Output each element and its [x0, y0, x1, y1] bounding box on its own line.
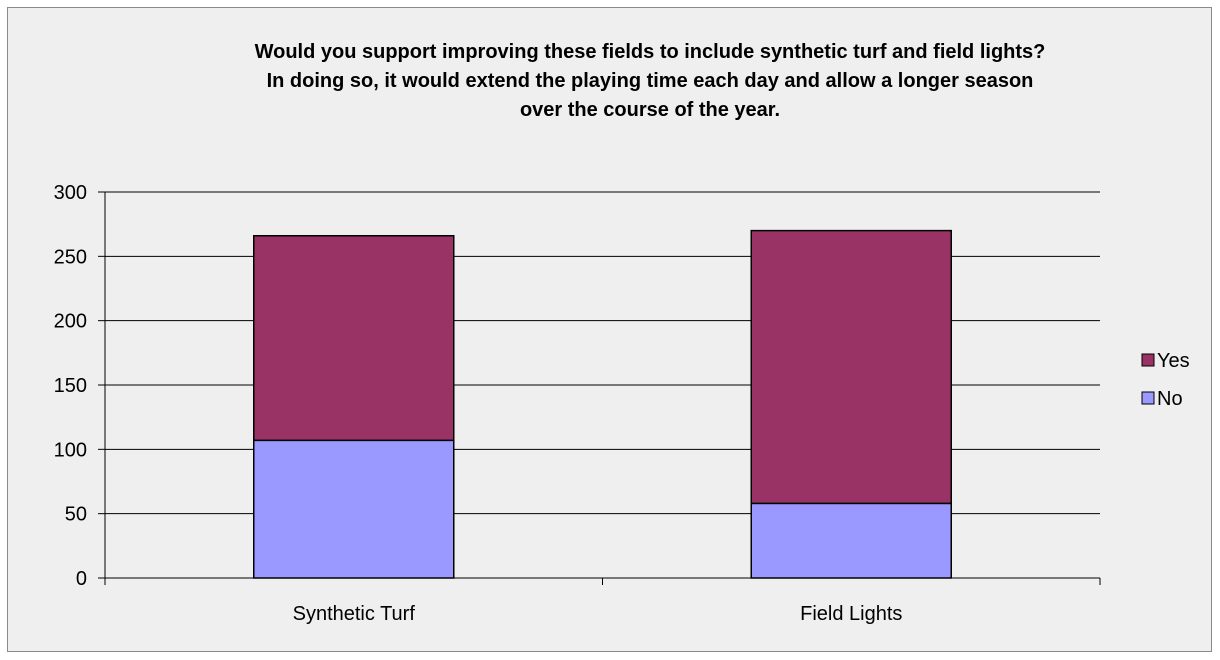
chart-frame — [7, 7, 1212, 652]
bar-no-1 — [750, 502, 952, 579]
chart-title: Would you support improving these fields… — [255, 41, 1046, 121]
legend-swatch-no — [1141, 391, 1155, 405]
y-tick-label: 300 — [54, 182, 87, 204]
y-tick-label: 50 — [65, 504, 87, 526]
legend-swatch-yes — [1141, 353, 1155, 367]
legend-label-no: No — [1157, 388, 1183, 410]
bar-no-0 — [253, 439, 455, 579]
y-tick-label: 150 — [54, 375, 87, 397]
legend-label-yes: Yes — [1157, 350, 1190, 372]
x-category-label: Synthetic Turf — [293, 603, 416, 625]
y-tick-label: 100 — [54, 439, 87, 461]
bars — [253, 229, 952, 579]
bar-yes-0 — [253, 234, 455, 442]
chart-title-line-2: In doing so, it would extend the playing… — [267, 70, 1034, 92]
y-tick-label: 250 — [54, 246, 87, 268]
y-tick-label: 0 — [76, 568, 87, 590]
bar-yes-1 — [750, 229, 952, 505]
chart-title-line-3: over the course of the year. — [520, 99, 780, 121]
legend: Yes No — [1141, 350, 1190, 410]
axes: 0 50 100 150 200 250 300 Synthetic Turf Field Li… — [54, 182, 1101, 625]
y-tick-label: 200 — [54, 311, 87, 333]
x-category-label: Field Lights — [800, 603, 902, 625]
chart-title-line-1: Would you support improving these fields… — [255, 41, 1046, 63]
